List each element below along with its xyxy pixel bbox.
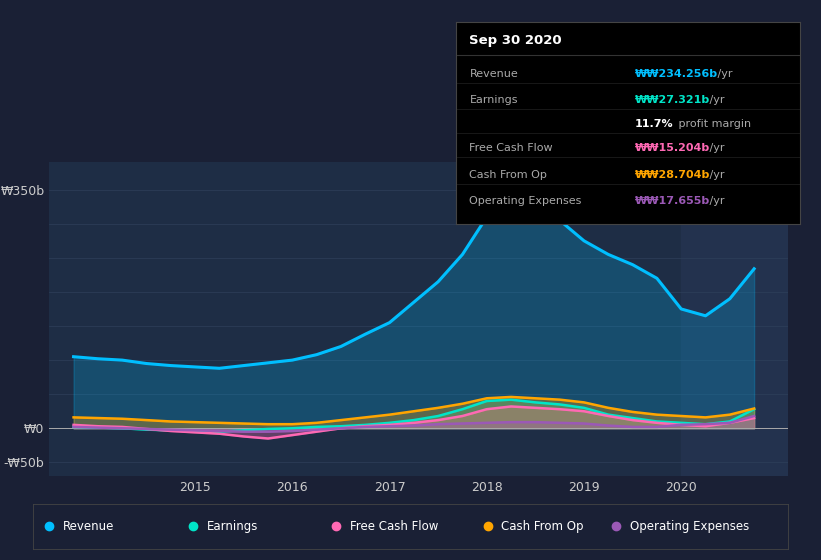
Text: Operating Expenses: Operating Expenses: [630, 520, 749, 533]
Text: ₩₩234.256b: ₩₩234.256b: [635, 69, 718, 79]
Text: profit margin: profit margin: [675, 119, 750, 129]
Text: Free Cash Flow: Free Cash Flow: [470, 143, 553, 153]
Text: ₩₩28.704b: ₩₩28.704b: [635, 170, 710, 180]
Text: Cash From Op: Cash From Op: [470, 170, 548, 180]
Text: /yr: /yr: [706, 196, 725, 206]
Text: Cash From Op: Cash From Op: [501, 520, 584, 533]
Text: ₩₩27.321b: ₩₩27.321b: [635, 95, 710, 105]
Text: Free Cash Flow: Free Cash Flow: [350, 520, 438, 533]
Text: /yr: /yr: [714, 69, 733, 79]
Text: /yr: /yr: [706, 170, 725, 180]
Text: ₩₩15.204b: ₩₩15.204b: [635, 143, 710, 153]
Bar: [681, 162, 798, 476]
Text: 11.7%: 11.7%: [635, 119, 673, 129]
Text: Revenue: Revenue: [470, 69, 518, 79]
Text: Revenue: Revenue: [63, 520, 114, 533]
Text: /yr: /yr: [706, 95, 725, 105]
Text: /yr: /yr: [706, 143, 725, 153]
Text: ₩₩17.655b: ₩₩17.655b: [635, 196, 710, 206]
Text: Earnings: Earnings: [207, 520, 258, 533]
Text: Operating Expenses: Operating Expenses: [470, 196, 582, 206]
Text: Sep 30 2020: Sep 30 2020: [470, 35, 562, 48]
Text: Earnings: Earnings: [470, 95, 518, 105]
